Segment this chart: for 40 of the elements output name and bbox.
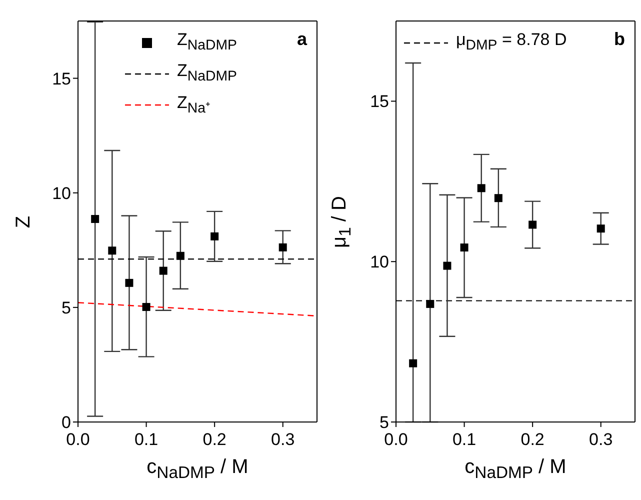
x-tick-label: 0.0	[384, 430, 408, 450]
y-tick-label: 0	[62, 413, 71, 432]
point	[596, 224, 605, 233]
y-tick-label: 10	[52, 184, 71, 203]
legend-label: Z$_{NaDMP}$	[177, 29, 237, 56]
x-tick-label: 0.3	[271, 430, 295, 450]
y-tick-label: 15	[52, 69, 71, 88]
x-tick-label: 0.0	[66, 430, 90, 450]
point	[426, 300, 434, 308]
x-tick-label: 0.1	[452, 430, 476, 450]
y-tick-label: 5	[62, 298, 71, 318]
x-axis-title: c$_{NaDMP}$ / M	[464, 456, 566, 482]
x-axis-title: c$_{NaDMP}$ / M	[146, 456, 248, 482]
legend-label: Z$_{Na⁺}$	[177, 92, 210, 118]
point	[108, 246, 116, 255]
legend-label: μ$_{DMP}$ = 8.78 D	[456, 29, 567, 56]
point	[125, 278, 134, 287]
x-tick-label: 0.2	[202, 430, 226, 450]
point	[460, 243, 468, 252]
point	[528, 220, 537, 229]
point	[176, 252, 184, 260]
y-tick-label: 10	[370, 252, 389, 272]
point	[443, 262, 452, 270]
y-axis-title: Z	[12, 215, 34, 228]
point	[494, 194, 502, 202]
annotation: b	[614, 29, 625, 49]
point	[477, 184, 486, 192]
y-tick-label: 5	[380, 413, 389, 432]
x-tick-label: 0.3	[589, 430, 613, 450]
point	[278, 243, 287, 252]
annotation: a	[296, 29, 307, 49]
y-tick-label: 15	[370, 92, 389, 112]
legend-label: Z$_{NaDMP}$	[177, 60, 237, 87]
point	[159, 266, 168, 275]
point	[91, 214, 100, 223]
point	[142, 302, 150, 311]
x-tick-label: 0.2	[520, 430, 544, 450]
point	[409, 359, 418, 368]
point	[210, 232, 219, 240]
x-tick-label: 0.1	[134, 430, 158, 450]
